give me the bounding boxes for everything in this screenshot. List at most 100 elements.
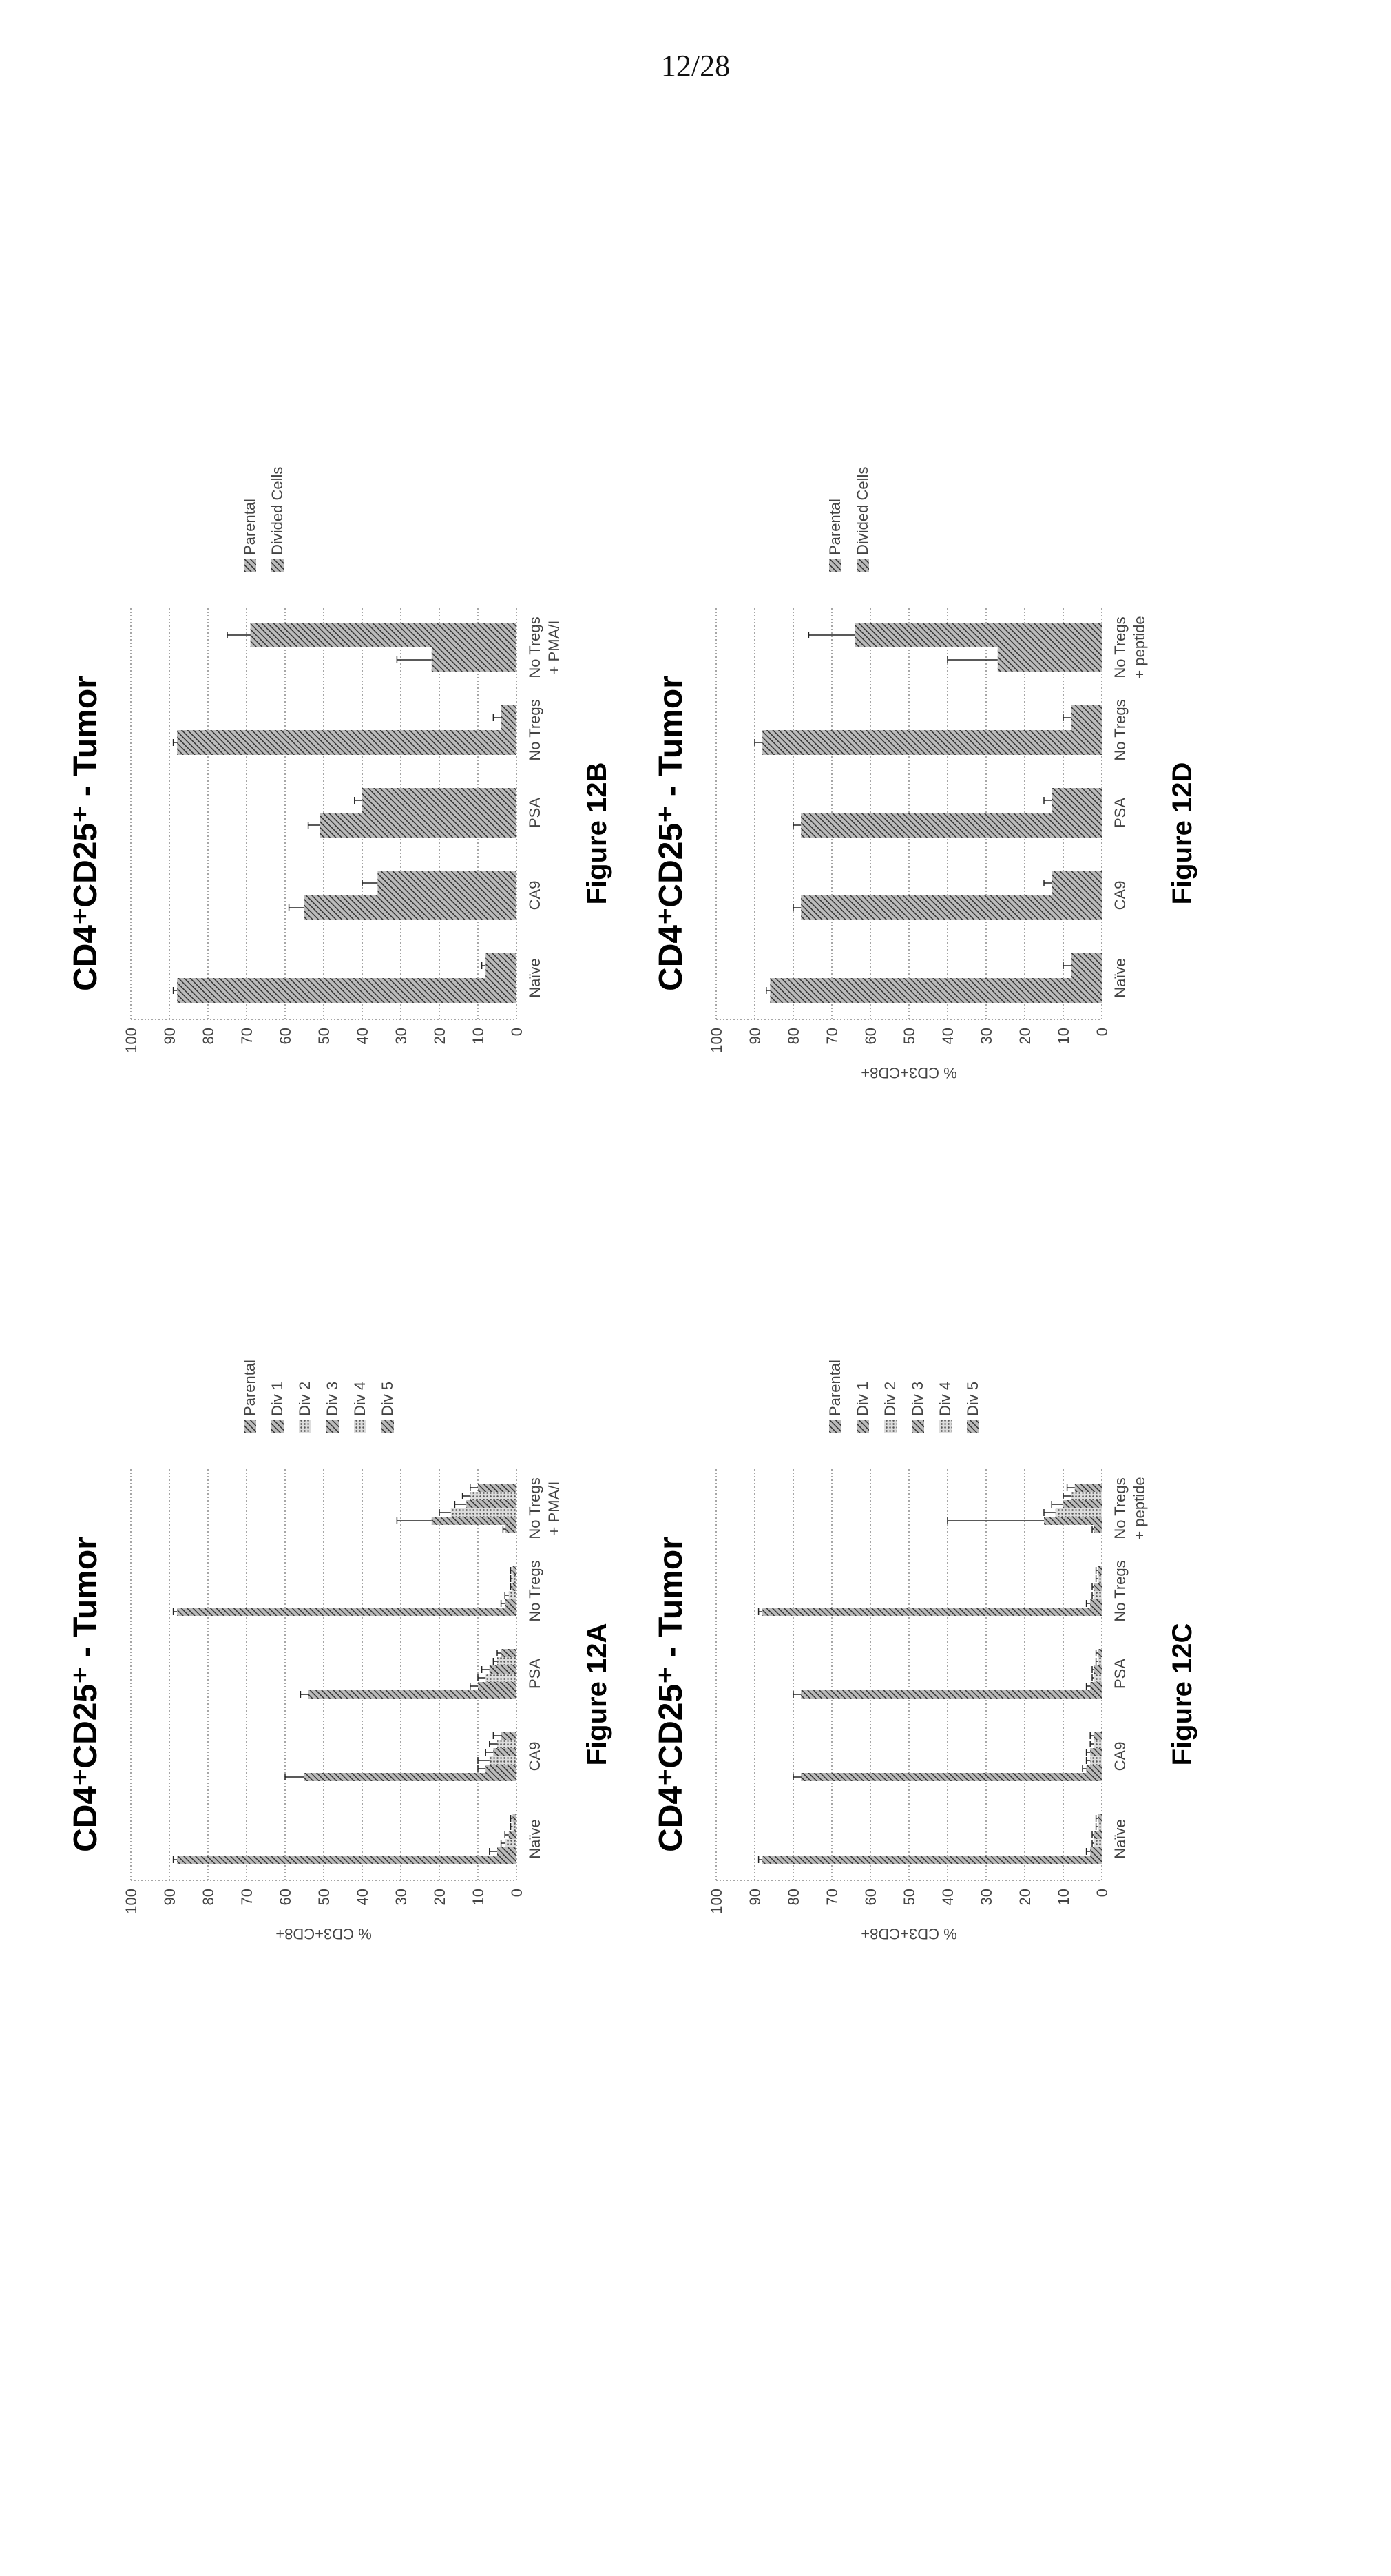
bar <box>998 647 1102 672</box>
y-tick-label: 100 <box>123 1889 140 1914</box>
bar <box>512 1822 516 1831</box>
bar <box>1094 1740 1102 1748</box>
y-tick-label: 10 <box>470 1889 487 1905</box>
bar <box>251 623 516 647</box>
bar <box>497 1740 516 1748</box>
x-tick-label: CA9 <box>526 1742 543 1772</box>
bar <box>801 1773 1102 1781</box>
y-tick-label: 80 <box>785 1889 802 1905</box>
x-tick-label: CA9 <box>526 881 543 911</box>
bar <box>320 813 516 838</box>
y-tick-label: 90 <box>746 1889 764 1905</box>
chart-title: CD4⁺CD25⁺ - Tumor <box>653 676 689 991</box>
x-tick-label: CA9 <box>1111 1742 1129 1772</box>
x-tick-label: Naïve <box>526 1819 543 1858</box>
page-number: 12/28 <box>0 48 1391 83</box>
x-tick-label: + PMA/I <box>545 621 563 675</box>
bar <box>1090 1748 1102 1756</box>
y-tick-label: 80 <box>785 1028 802 1044</box>
x-tick-label: + peptide <box>1131 616 1148 678</box>
y-tick-label: 70 <box>824 1028 841 1044</box>
y-tick-label: 0 <box>1094 1028 1111 1036</box>
bar <box>485 953 516 978</box>
bar <box>362 788 516 813</box>
bar <box>177 730 516 755</box>
y-tick-label: 100 <box>708 1889 725 1914</box>
x-tick-label: Naïve <box>526 958 543 997</box>
bar-chart-12b: CD4⁺CD25⁺ - Tumor0102030405060708090100N… <box>55 200 647 1095</box>
x-tick-label: Naïve <box>1111 1819 1129 1858</box>
y-tick-label: 0 <box>1094 1889 1111 1897</box>
bar <box>1090 1756 1102 1765</box>
y-tick-label: 90 <box>746 1028 764 1044</box>
bar <box>1098 1822 1102 1831</box>
figure-12d: CD4⁺CD25⁺ - Tumor0102030405060708090100%… <box>640 1095 1391 1715</box>
y-tick-label: 40 <box>939 1028 956 1044</box>
bar <box>801 813 1102 838</box>
y-axis-label: % CD3+CD8+ <box>861 1064 956 1081</box>
y-tick-label: 70 <box>824 1889 841 1905</box>
bar <box>1052 871 1102 895</box>
y-tick-label: 70 <box>238 1028 255 1044</box>
y-tick-label: 40 <box>939 1889 956 1905</box>
y-tick-label: 20 <box>1016 1889 1034 1905</box>
y-tick-label: 30 <box>393 1028 410 1044</box>
figure-caption: Figure 12D <box>1167 762 1197 905</box>
bar <box>512 1814 516 1822</box>
bar <box>501 1732 516 1740</box>
y-tick-label: 40 <box>354 1889 371 1905</box>
x-tick-label: CA9 <box>1111 881 1129 911</box>
y-tick-label: 10 <box>1055 1889 1072 1905</box>
bar <box>497 1847 516 1856</box>
y-tick-label: 60 <box>862 1028 879 1044</box>
figure-12c: CD4⁺CD25⁺ - Tumor0102030405060708090100%… <box>640 1956 1391 2576</box>
bar <box>432 647 516 672</box>
chart-title: CD4⁺CD25⁺ - Tumor <box>67 676 104 991</box>
y-tick-label: 20 <box>431 1028 448 1044</box>
bar <box>490 1756 516 1765</box>
y-tick-label: 30 <box>393 1889 410 1905</box>
y-tick-label: 70 <box>238 1889 255 1905</box>
bar <box>762 1856 1102 1864</box>
y-tick-label: 60 <box>277 1028 294 1044</box>
y-tick-label: 50 <box>901 1028 918 1044</box>
bar <box>377 871 516 895</box>
bar <box>1052 788 1102 813</box>
y-tick-label: 10 <box>1055 1028 1072 1044</box>
bar <box>501 705 516 730</box>
bar <box>509 1831 516 1839</box>
y-tick-label: 30 <box>978 1028 995 1044</box>
bar <box>505 1839 516 1847</box>
bar <box>1098 1814 1102 1822</box>
y-tick-label: 60 <box>862 1889 879 1905</box>
bar <box>1094 1831 1102 1839</box>
legend-item: Divided Cells <box>854 467 871 555</box>
x-tick-label: Naïve <box>1111 958 1129 997</box>
bar-chart-12d: CD4⁺CD25⁺ - Tumor0102030405060708090100%… <box>640 200 1233 1095</box>
y-tick-label: 0 <box>508 1889 525 1897</box>
y-tick-label: 80 <box>200 1889 217 1905</box>
bar <box>1071 705 1102 730</box>
bar <box>1090 1847 1102 1856</box>
y-tick-label: 90 <box>161 1889 178 1905</box>
x-tick-label: No Tregs <box>526 699 543 760</box>
bar <box>304 895 516 920</box>
bar <box>177 978 516 1003</box>
y-tick-label: 20 <box>1016 1028 1034 1044</box>
bar <box>493 1748 516 1756</box>
x-tick-label: No Tregs <box>526 616 543 678</box>
x-tick-label: PSA <box>1111 798 1129 828</box>
bar <box>1087 1765 1102 1773</box>
y-tick-label: 90 <box>161 1028 178 1044</box>
x-tick-label: No Tregs <box>1111 616 1129 678</box>
bar <box>304 1773 516 1781</box>
legend-item: Divided Cells <box>269 467 286 555</box>
x-tick-label: PSA <box>526 798 543 828</box>
y-tick-label: 80 <box>200 1028 217 1044</box>
bar <box>762 730 1102 755</box>
x-tick-label: No Tregs <box>1111 699 1129 760</box>
legend-item: Parental <box>241 499 258 555</box>
bar <box>770 978 1102 1003</box>
y-tick-label: 10 <box>470 1028 487 1044</box>
y-tick-label: 50 <box>901 1889 918 1905</box>
